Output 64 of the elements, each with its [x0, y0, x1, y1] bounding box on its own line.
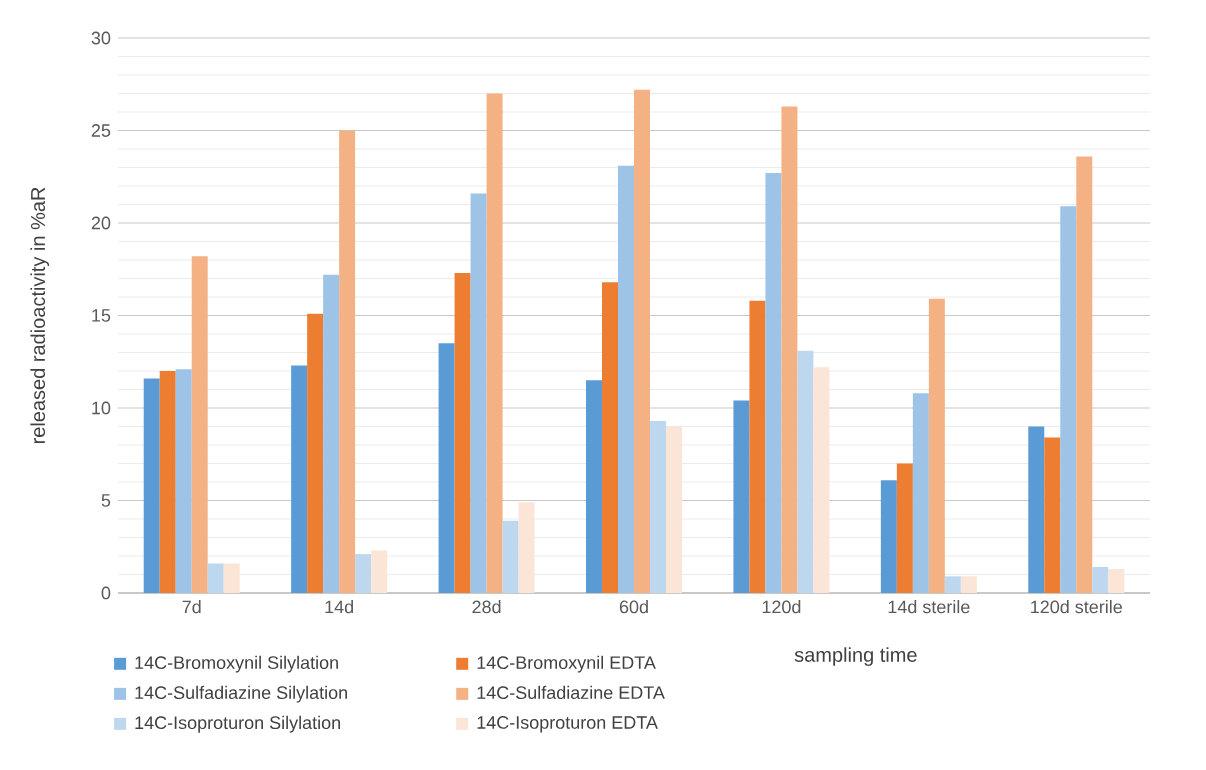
- bar: [602, 282, 618, 593]
- bar: [502, 520, 519, 593]
- bar: [618, 165, 634, 593]
- y-tick-label: 10: [92, 401, 111, 415]
- bar: [470, 193, 487, 593]
- legend-label: 14C-Sulfadiazine EDTA: [477, 685, 665, 700]
- bar: [797, 350, 814, 593]
- bar: [960, 576, 977, 593]
- bar: [765, 173, 782, 593]
- bar: [650, 420, 666, 593]
- y-tick-label: 5: [101, 494, 111, 507]
- bar: [291, 365, 308, 593]
- y-tick-label: 0: [101, 586, 111, 600]
- bar: [781, 106, 798, 593]
- bar: [143, 378, 160, 593]
- bar: [912, 393, 929, 593]
- bar: [1060, 206, 1077, 593]
- legend-label: 14C-Isoproturon Silylation: [135, 715, 340, 733]
- bar: [191, 256, 208, 593]
- bar: [339, 130, 356, 593]
- bar: [1044, 437, 1061, 593]
- bar: [666, 426, 682, 593]
- y-tick-label: 25: [91, 124, 111, 137]
- bar: [371, 550, 388, 593]
- bar: [159, 370, 176, 593]
- x-tick-label: 28d: [472, 600, 501, 614]
- legend-label: 14C-Isoproturon EDTA: [477, 716, 658, 733]
- bar: [586, 380, 602, 593]
- bar: [733, 400, 750, 593]
- bar: [518, 502, 535, 593]
- bar: [438, 343, 455, 593]
- bar: [928, 298, 945, 593]
- bar: [880, 480, 897, 593]
- x-tick-label: 14d sterile: [888, 600, 970, 614]
- bar: [175, 369, 192, 593]
- x-tick-label: 14d: [325, 600, 353, 614]
- bar: [634, 89, 650, 593]
- bar: [223, 563, 240, 593]
- bar: [1028, 426, 1045, 593]
- y-tick-label: 15: [92, 309, 111, 322]
- legend-label: 14C-Sulfadiazine Silylation: [135, 685, 347, 703]
- bar: [944, 576, 961, 593]
- y-tick-label: 20: [91, 216, 111, 230]
- bar: [1076, 156, 1093, 593]
- bar: [896, 463, 913, 593]
- x-tick-label: 120d sterile: [1031, 600, 1122, 614]
- x-tick-label: 120d: [762, 600, 801, 614]
- bar: [355, 554, 372, 593]
- bar: [1108, 568, 1125, 593]
- y-axis-title: released radioactivity in %aR: [30, 187, 50, 444]
- bar: [1092, 567, 1109, 593]
- bar: [454, 272, 471, 593]
- x-tick-label: 7d: [182, 600, 201, 614]
- bar: [749, 300, 766, 593]
- legend-label: 14C-Bromoxynil EDTA: [477, 655, 656, 673]
- bar: [813, 367, 830, 593]
- bar: [323, 274, 340, 593]
- bar: [307, 313, 324, 593]
- x-axis-title: sampling time: [794, 647, 917, 666]
- legend-label: 14C-Bromoxynil Silylation: [135, 655, 338, 673]
- y-tick-label: 30: [91, 31, 111, 45]
- bar: [486, 93, 503, 593]
- bar: [207, 563, 224, 593]
- x-tick-label: 60d: [619, 600, 648, 614]
